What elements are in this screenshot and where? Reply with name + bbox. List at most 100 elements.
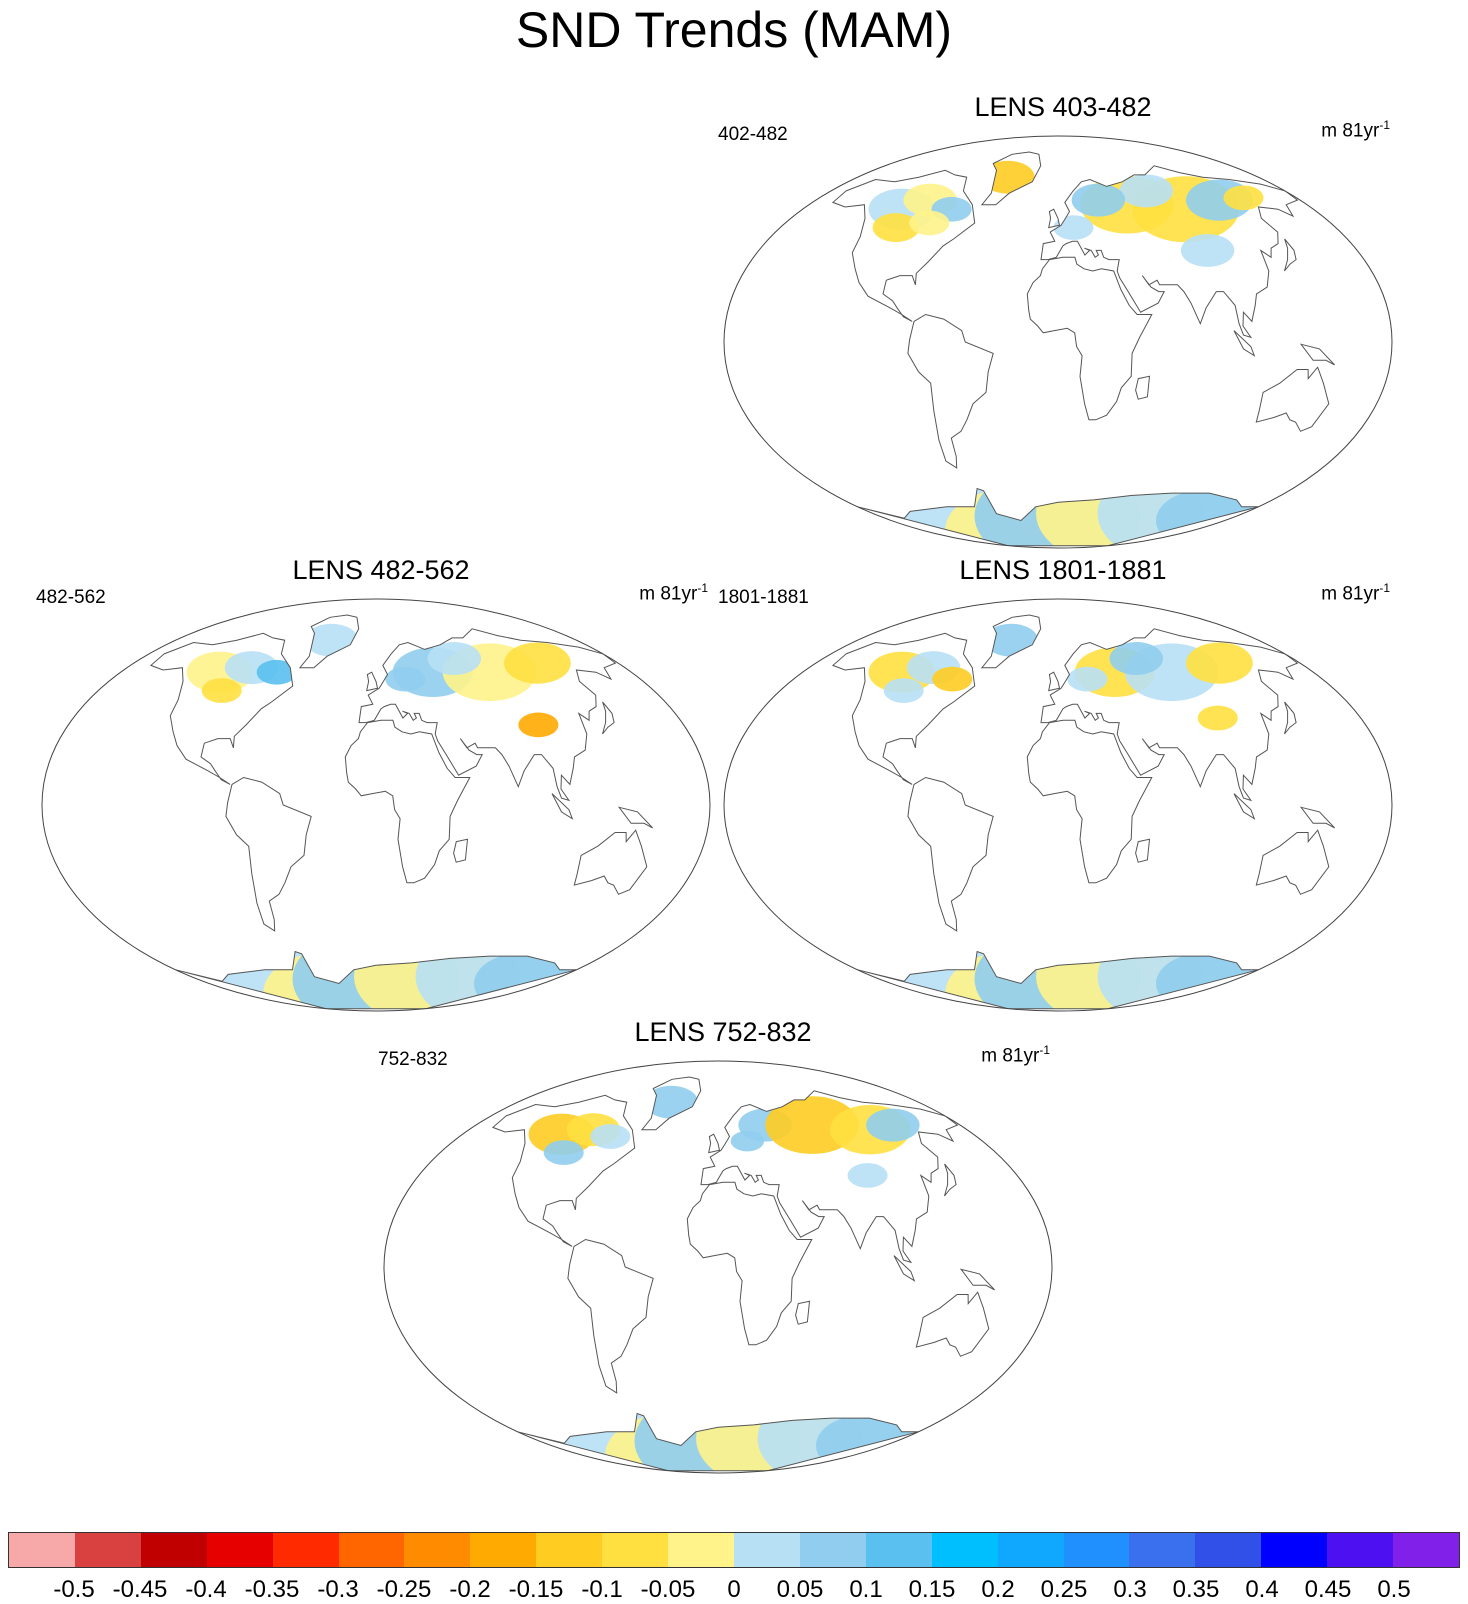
colorbar-tick-label: -0.1	[581, 1576, 623, 1603]
snow-trend-patch	[872, 213, 920, 242]
coastline-indonesia	[893, 1255, 916, 1282]
coastline-africa	[686, 1181, 813, 1346]
snow-trend-patch	[1053, 215, 1094, 240]
snow-trend-patch	[883, 678, 924, 703]
colorbar-tick-label: 0.45	[1304, 1576, 1352, 1603]
colorbar-tick-label: 0.25	[1040, 1576, 1088, 1603]
coastline-japan	[944, 1163, 957, 1197]
colorbar-box	[536, 1533, 603, 1567]
map-panel-4: LENS 752-832 752-832 m 81yr-1	[378, 1017, 1068, 1477]
snow-trend-patch	[1109, 642, 1163, 675]
coastline-uk	[1048, 671, 1061, 692]
world-map	[723, 135, 1393, 549]
coastline-newGuinea	[959, 1268, 995, 1291]
coastline-uk	[1048, 208, 1061, 229]
colorbar-box	[74, 1533, 141, 1567]
coastline-indonesia	[551, 793, 574, 820]
colorbar-tick-label: 0.3	[1113, 1576, 1147, 1603]
colorbar-box	[865, 1533, 932, 1567]
colorbar-box	[338, 1533, 405, 1567]
colorbar	[8, 1532, 1460, 1568]
coastline-northAmerica	[149, 632, 294, 785]
coastline-australia	[1255, 829, 1330, 895]
panel-units-label: m 81yr-1	[639, 581, 708, 605]
colorbar-tick-label: 0.4	[1245, 1576, 1279, 1603]
map-border	[723, 135, 1393, 549]
colorbar-box	[9, 1533, 75, 1567]
coastline-madagascar	[1135, 838, 1151, 863]
snow-trend-patch	[504, 642, 571, 684]
coastline-africa	[1026, 256, 1153, 421]
snow-trend-patch	[1186, 642, 1253, 684]
colorbar-labels: -0.5 -0.45 -0.4 -0.35 -0.3 -0.25 -0.2 -0.15 -0.1…	[8, 1576, 1460, 1604]
snow-trend-patch	[1197, 705, 1238, 731]
map-border	[41, 598, 711, 1012]
coastline-northAmerica	[831, 169, 976, 322]
world-map	[723, 598, 1393, 1012]
snow-trend-patch	[427, 642, 481, 675]
colorbar-box	[404, 1533, 471, 1567]
coastline-newGuinea	[1299, 343, 1335, 366]
panel-title: LENS 1801-1881	[959, 555, 1167, 585]
coastline-indonesia	[1233, 793, 1256, 820]
panel-title: LENS 752-832	[634, 1017, 812, 1047]
colorbar-box	[1195, 1533, 1262, 1567]
panel-period-label: 402-482	[718, 124, 788, 145]
snow-trend-patch	[256, 659, 297, 685]
coastline-northAmerica	[831, 632, 976, 785]
colorbar-tick-label: 0.2	[981, 1576, 1015, 1603]
colorbar-box	[1129, 1533, 1196, 1567]
coastline-eurasia	[1040, 165, 1299, 339]
snow-trend-patch	[1223, 185, 1264, 211]
coastline-madagascar	[1135, 375, 1151, 400]
coastline-uk	[708, 1133, 721, 1154]
coastline-africa	[344, 719, 471, 884]
colorbar-box	[1393, 1533, 1459, 1567]
colorbar-box	[997, 1533, 1064, 1567]
coastline-greenland	[640, 1076, 702, 1131]
panel-period-label: 482-562	[36, 587, 106, 608]
coastline-uk	[366, 671, 379, 692]
snow-trend-patch	[385, 666, 426, 692]
snow-trend-patch	[981, 160, 1035, 194]
colorbar-tick-label: 0.35	[1172, 1576, 1220, 1603]
coastline-eurasia	[1040, 628, 1299, 802]
colorbar-box	[470, 1533, 537, 1567]
coastline-indonesia	[1233, 330, 1256, 357]
coastline-australia	[1255, 366, 1330, 432]
colorbar-box	[733, 1533, 800, 1567]
panel-units-label: m 81yr-1	[1321, 118, 1390, 142]
coastline-southAmerica	[225, 776, 312, 932]
snow-trend-patch	[201, 678, 242, 703]
colorbar-tick-label: -0.15	[508, 1576, 564, 1603]
snow-trend-patch	[1071, 183, 1126, 217]
map-border	[383, 1060, 1053, 1474]
coastline-southAmerica	[907, 776, 994, 932]
coastline-madagascar	[795, 1300, 811, 1325]
snow-trend-patch	[543, 1140, 584, 1165]
panel-period-label: 1801-1881	[718, 587, 809, 608]
snow-trend-patch	[909, 210, 950, 236]
coastline-australia	[573, 829, 648, 895]
colorbar-box	[602, 1533, 669, 1567]
coastline-africa	[1026, 719, 1153, 884]
colorbar-box	[1261, 1533, 1328, 1567]
colorbar-tick-label: -0.3	[317, 1576, 359, 1603]
snow-trend-patch	[1180, 233, 1235, 267]
colorbar-box	[931, 1533, 998, 1567]
snow-trend-patch	[730, 1130, 765, 1152]
world-map	[383, 1060, 1053, 1474]
panel-period-label: 752-832	[378, 1049, 448, 1070]
snow-trend-patch	[866, 1108, 920, 1142]
colorbar-box	[206, 1533, 273, 1567]
coastline-antarctica	[517, 1412, 919, 1472]
colorbar-tick-label: 0.05	[776, 1576, 824, 1603]
colorbar-tick-label: -0.5	[53, 1576, 95, 1603]
coastline-greenland	[980, 614, 1042, 669]
world-map	[41, 598, 711, 1012]
coastline-southAmerica	[907, 313, 994, 469]
coastline-antarctica	[857, 950, 1259, 1010]
snow-trend-patch	[590, 1124, 631, 1149]
panel-title: LENS 482-562	[292, 555, 470, 585]
colorbar-tick-label: -0.2	[449, 1576, 491, 1603]
